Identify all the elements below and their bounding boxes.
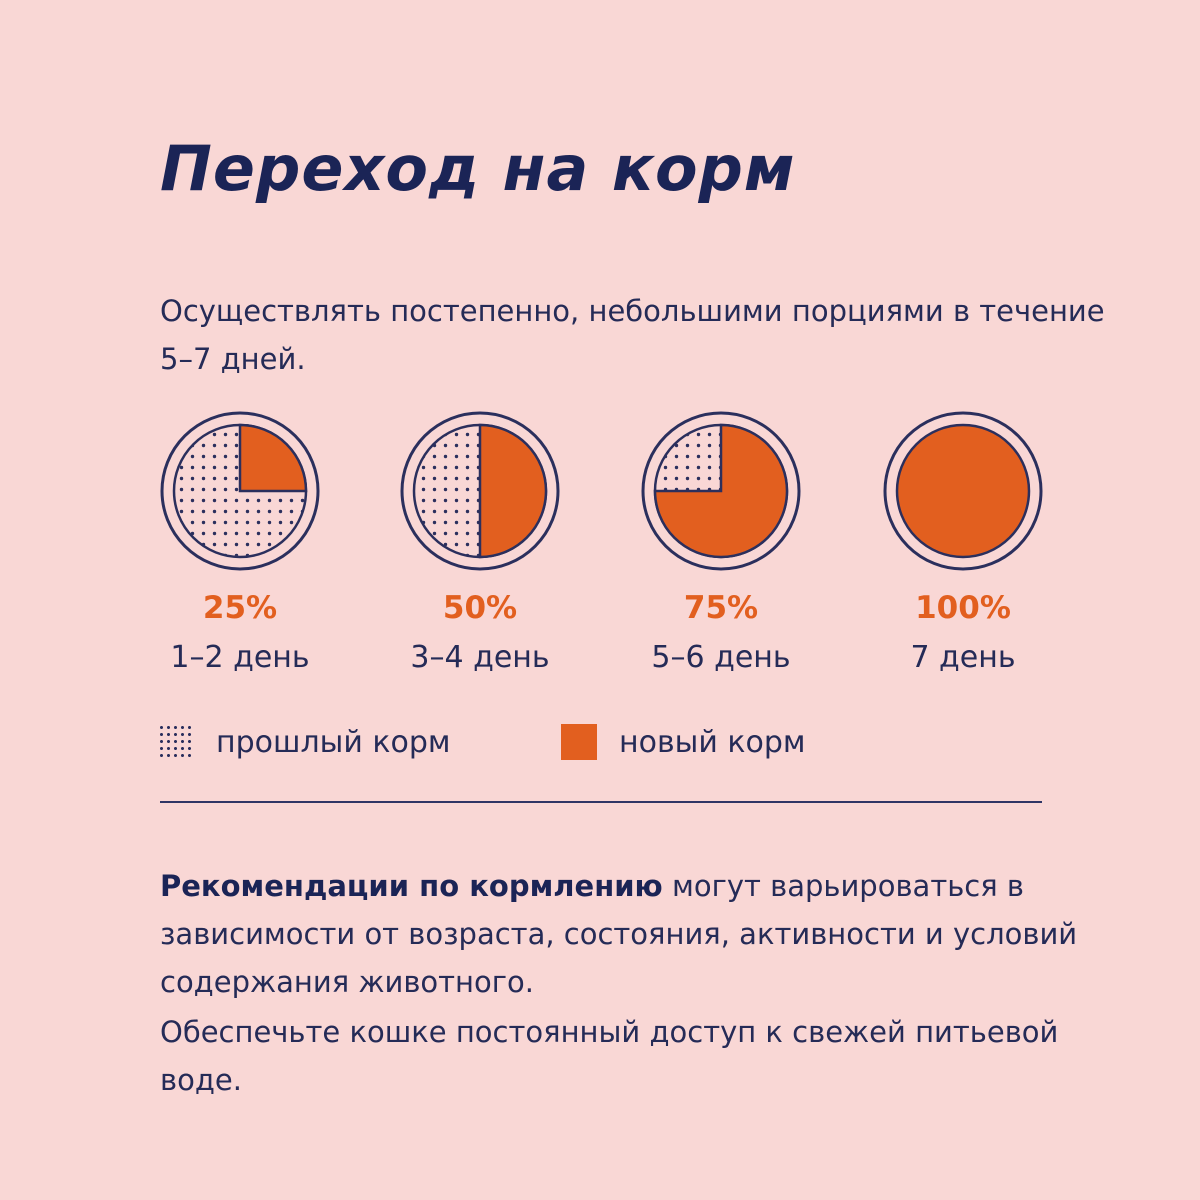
legend-old-label: прошлый корм [216,724,451,760]
pie-label-1: 25% [202,590,278,626]
orange-swatch-icon [561,724,597,760]
recommendation-bold: Рекомендации по кормлению [160,869,663,903]
pie-label-3: 75% [683,590,759,626]
pie-new-slice-2 [478,423,548,559]
pie-day-4: 7 день [910,640,1016,675]
recommendation-rest: могут варьироваться в зависимости от воз… [160,869,1078,999]
pie-day-2: 3–4 день [410,640,550,675]
pie-label-2: 50% [442,590,518,626]
pie-new-slice-4 [895,423,1031,559]
legend-new-food: новый корм [561,718,806,766]
page-title: Переход на корм [160,132,796,205]
pie-charts [160,411,1043,571]
pie-label-4: 100% [915,590,1011,626]
dotted-swatch-icon [158,724,194,760]
divider-line [160,801,1042,803]
legend-old-food: прошлый корм [158,718,451,766]
recommendation-text: Рекомендации по кормлению могут варьиров… [160,862,1120,1006]
pie-day-3: 5–6 день [651,640,791,675]
pie-new-slice-1 [238,423,308,493]
pie-day-1: 1–2 день [170,640,310,675]
water-note: Обеспечьте кошке постоянный доступ к све… [160,1015,1059,1097]
pie-new-slice-3 [653,423,789,559]
intro-text: Осуществлять постепенно, небольшими порц… [160,294,1105,376]
legend-new-label: новый корм [619,724,806,760]
